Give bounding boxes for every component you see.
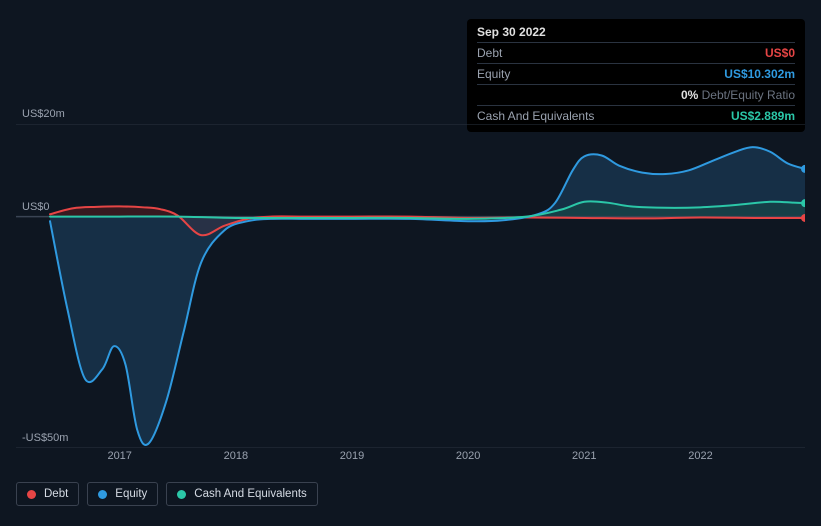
tooltip-label: Debt — [477, 45, 502, 61]
tooltip-rows: Debt US$0 Equity US$10.302m 0% Debt/Equity … — [477, 42, 795, 126]
tooltip-value: US$2.889m — [731, 108, 795, 124]
legend-dot-icon — [98, 490, 107, 499]
x-tick-label: 2018 — [224, 450, 248, 462]
legend-label: Equity — [115, 488, 147, 500]
legend-dot-icon — [27, 490, 36, 499]
x-tick-label: 2022 — [688, 450, 712, 462]
tooltip-label — [477, 87, 480, 103]
legend-item[interactable]: Debt — [16, 482, 79, 506]
tooltip-label: Equity — [477, 66, 510, 82]
tooltip-ratio: 0% Debt/Equity Ratio — [681, 87, 795, 103]
legend-item[interactable]: Equity — [87, 482, 158, 506]
legend-dot-icon — [177, 490, 186, 499]
tooltip-value: US$0 — [765, 45, 795, 61]
x-tick-label: 2017 — [107, 450, 131, 462]
x-tick-label: 2020 — [456, 450, 480, 462]
tooltip-label: Cash And Equivalents — [477, 108, 594, 124]
y-tick-label: US$20m — [22, 108, 65, 120]
y-tick-label: US$0 — [22, 201, 50, 213]
tooltip-row: Equity US$10.302m — [477, 63, 795, 84]
y-tick-label: -US$50m — [22, 432, 68, 444]
x-tick-label: 2021 — [572, 450, 596, 462]
legend-label: Cash And Equivalents — [194, 488, 307, 500]
chart-legend: Debt Equity Cash And Equivalents — [16, 482, 318, 506]
tooltip-value: US$10.302m — [724, 66, 795, 82]
debt-equity-chart: US$20mUS$0-US$50m — [16, 124, 805, 464]
tooltip-row: 0% Debt/Equity Ratio — [477, 84, 795, 105]
tooltip-row: Cash And Equivalents US$2.889m — [477, 105, 795, 126]
chart-tooltip: Sep 30 2022 Debt US$0 Equity US$10.302m 0% … — [467, 19, 805, 132]
chart-plot-area — [16, 124, 805, 448]
x-axis-labels: 2017 2018 2019 2020 2021 2022 — [16, 450, 805, 466]
x-tick-label: 2019 — [340, 450, 364, 462]
legend-label: Debt — [44, 488, 68, 500]
tooltip-date: Sep 30 2022 — [477, 25, 795, 42]
legend-item[interactable]: Cash And Equivalents — [166, 482, 318, 506]
tooltip-row: Debt US$0 — [477, 42, 795, 63]
